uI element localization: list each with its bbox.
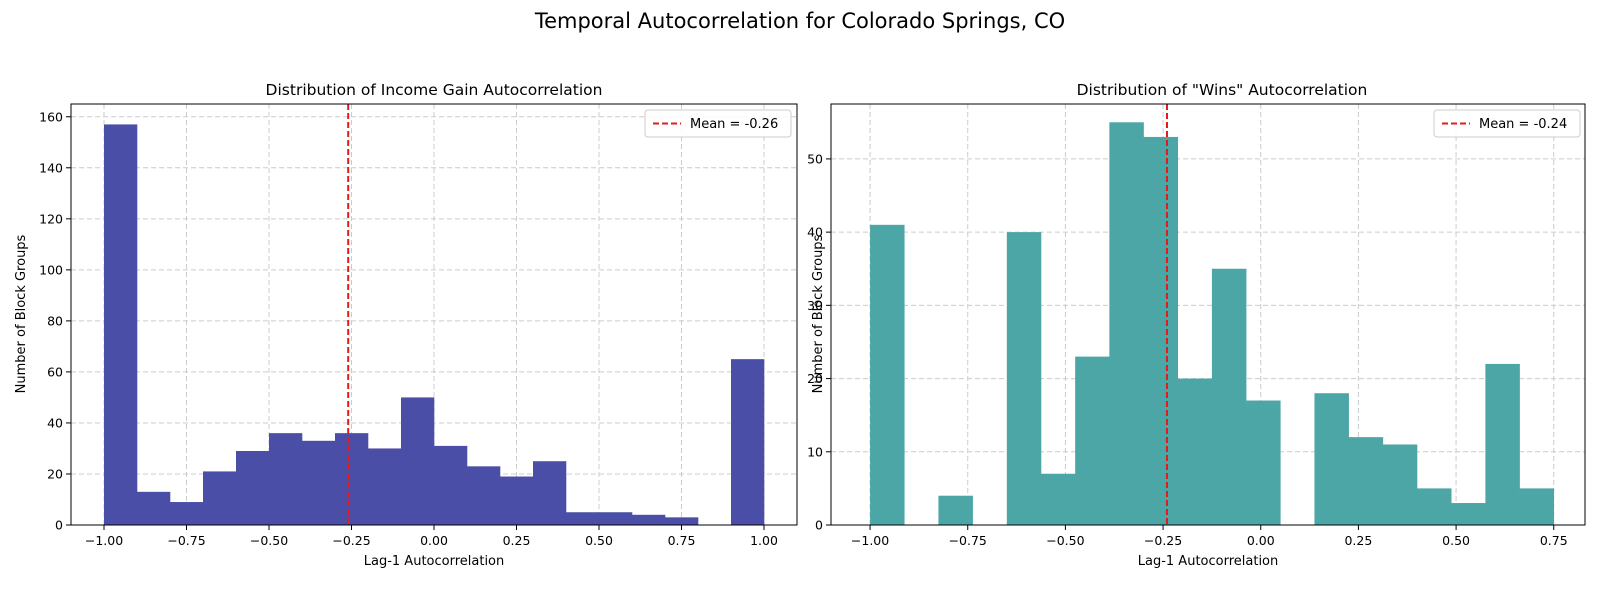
histogram-bar bbox=[1177, 378, 1213, 525]
legend-box bbox=[644, 109, 792, 138]
x-tick-label: −1.00 bbox=[851, 533, 889, 548]
histogram-bar bbox=[137, 491, 171, 525]
histogram-bar bbox=[1109, 122, 1144, 525]
y-tick-label: 140 bbox=[39, 160, 63, 175]
histogram-bar bbox=[1040, 473, 1076, 525]
x-tick-label: 0.00 bbox=[420, 533, 448, 548]
x-axis-label: Lag-1 Autocorrelation bbox=[1138, 554, 1279, 569]
x-tick-label: 0.50 bbox=[1442, 533, 1470, 548]
chart-title: Distribution of Income Gain Autocorrelat… bbox=[266, 81, 603, 99]
legend-mean-label: Mean = -0.26 bbox=[690, 117, 778, 132]
histogram-bar bbox=[731, 359, 765, 525]
histogram-bar bbox=[203, 471, 237, 525]
histogram-bar bbox=[1075, 356, 1110, 525]
x-tick-label: 0.75 bbox=[1540, 533, 1568, 548]
y-axis-label: Number of Block Groups bbox=[811, 234, 826, 393]
y-tick-label: 10 bbox=[807, 444, 823, 459]
histogram-bar bbox=[566, 512, 600, 525]
histogram-bar bbox=[599, 512, 633, 525]
x-ticks: −1.00 −0.75 −0.50 −0.25 0.00 0.25 0.50 0.75 bbox=[851, 525, 1568, 548]
histogram-bar bbox=[1348, 437, 1384, 525]
y-tick-label: 80 bbox=[47, 313, 63, 328]
bars bbox=[104, 124, 765, 526]
x-axis-label: Lag-1 Autocorrelation bbox=[364, 554, 505, 569]
y-ticks: 0 20 40 60 80 100 120 140 160 bbox=[39, 109, 71, 533]
x-tick-label: 0.50 bbox=[585, 533, 613, 548]
y-tick-label: 30 bbox=[807, 298, 823, 313]
histogram-bar bbox=[1519, 488, 1555, 525]
y-tick-label: 20 bbox=[807, 371, 823, 386]
histogram-bar bbox=[236, 451, 270, 525]
legend: Mean = -0.26 bbox=[644, 109, 792, 138]
histogram-bar bbox=[401, 397, 435, 525]
y-tick-label: 0 bbox=[815, 518, 823, 533]
histogram-bar bbox=[665, 517, 699, 525]
histogram-bar bbox=[368, 448, 402, 525]
histogram-bar bbox=[1314, 393, 1349, 525]
legend-mean-label: Mean = -0.24 bbox=[1479, 117, 1567, 132]
plot-frame bbox=[830, 103, 1586, 526]
x-tick-label: 0.75 bbox=[668, 533, 696, 548]
histogram-bar bbox=[104, 124, 138, 526]
y-ticks: 0 10 20 30 40 50 bbox=[807, 151, 831, 533]
y-tick-label: 100 bbox=[39, 262, 63, 277]
x-tick-label: 1.00 bbox=[750, 533, 778, 548]
histogram-bar bbox=[632, 514, 666, 525]
histogram-bar bbox=[938, 495, 973, 525]
histogram-bar bbox=[467, 466, 501, 525]
wins-histogram: Distribution of "Wins" Autocorrelation −… bbox=[807, 81, 1586, 569]
y-tick-label: 40 bbox=[807, 225, 823, 240]
histogram-bar bbox=[1006, 232, 1042, 525]
x-tick-label: −0.50 bbox=[1046, 533, 1084, 548]
y-tick-label: 50 bbox=[807, 151, 823, 166]
histogram-bar bbox=[1211, 268, 1247, 525]
histogram-bar bbox=[1143, 136, 1179, 526]
x-tick-label: 0.25 bbox=[1344, 533, 1372, 548]
histogram-bar bbox=[1246, 400, 1281, 525]
bars bbox=[870, 122, 1555, 526]
histogram-bar bbox=[434, 445, 468, 525]
legend-box bbox=[1433, 109, 1581, 138]
x-tick-label: −0.25 bbox=[332, 533, 370, 548]
y-tick-label: 20 bbox=[47, 466, 63, 481]
histogram-bar bbox=[533, 461, 567, 525]
x-ticks: −1.00 −0.75 −0.50 −0.25 0.00 0.25 0.50 0.75 1.00 bbox=[85, 525, 778, 548]
figure-title: Temporal Autocorrelation for Colorado Sp… bbox=[534, 9, 1065, 33]
histogram-bar bbox=[870, 224, 905, 525]
y-tick-label: 160 bbox=[39, 109, 63, 124]
x-tick-label: −0.75 bbox=[949, 533, 987, 548]
y-axis-label: Number of Block Groups bbox=[14, 234, 29, 393]
x-tick-label: 0.00 bbox=[1247, 533, 1275, 548]
histogram-bar bbox=[335, 433, 369, 525]
histogram-bar bbox=[500, 476, 534, 525]
x-tick-label: −0.25 bbox=[1144, 533, 1182, 548]
x-tick-label: 0.25 bbox=[503, 533, 531, 548]
chart-title: Distribution of "Wins" Autocorrelation bbox=[1077, 81, 1368, 99]
histogram-bar bbox=[1451, 503, 1486, 525]
histogram-bar bbox=[1382, 444, 1418, 525]
income-gain-histogram: Distribution of Income Gain Autocorrelat… bbox=[14, 81, 798, 569]
histogram-bar bbox=[302, 440, 336, 525]
x-tick-label: −0.50 bbox=[250, 533, 288, 548]
y-tick-label: 40 bbox=[47, 415, 63, 430]
histogram-bar bbox=[170, 502, 204, 525]
x-tick-label: −1.00 bbox=[85, 533, 123, 548]
histogram-bar bbox=[1485, 363, 1520, 525]
histogram-bar bbox=[1417, 488, 1452, 525]
x-tick-label: −0.75 bbox=[167, 533, 205, 548]
y-tick-label: 0 bbox=[55, 518, 63, 533]
histogram-bar bbox=[269, 433, 303, 525]
legend: Mean = -0.24 bbox=[1433, 109, 1581, 138]
y-tick-label: 120 bbox=[39, 211, 63, 226]
y-tick-label: 60 bbox=[47, 364, 63, 379]
